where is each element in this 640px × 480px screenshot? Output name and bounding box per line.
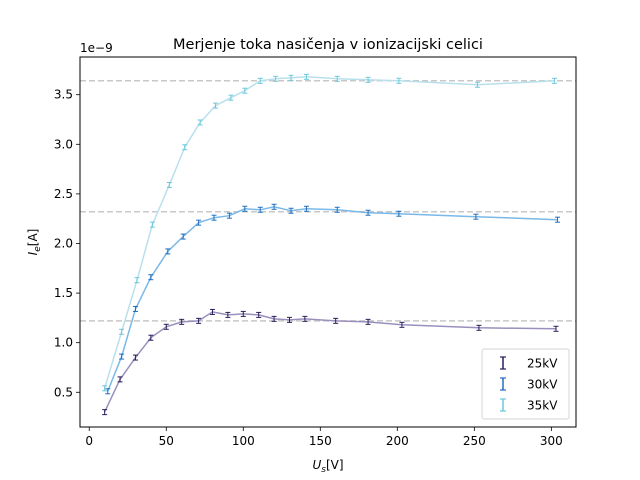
data-point-30kV <box>226 212 232 219</box>
plot-area <box>79 56 577 428</box>
x-tick-label: 200 <box>386 434 409 448</box>
data-point-35kV <box>213 102 219 109</box>
legend-item-30kV: 30kV <box>500 377 558 392</box>
data-point-25kV <box>209 308 215 315</box>
data-point-35kV <box>257 77 263 84</box>
data-point-30kV <box>288 207 294 214</box>
data-point-25kV <box>333 317 339 324</box>
y-tick-label: 3.0 <box>54 137 73 151</box>
series-25kV <box>102 308 559 416</box>
data-point-30kV <box>365 209 371 216</box>
chart-title: Merjenje toka nasičenja v ionizacijski c… <box>173 37 483 53</box>
x-tick-label: 50 <box>159 434 174 448</box>
data-point-25kV <box>179 318 185 325</box>
series-layer <box>102 73 561 416</box>
legend-label: 25kV <box>527 357 558 371</box>
data-point-35kV <box>288 74 294 81</box>
legend-items: 25kV 30kV 35kV <box>500 356 558 413</box>
data-point-25kV <box>196 317 202 324</box>
x-tick-label: 150 <box>309 434 332 448</box>
x-tick-label: 300 <box>540 434 563 448</box>
x-tick-label: 250 <box>463 434 486 448</box>
data-point-30kV <box>473 213 479 220</box>
data-point-30kV <box>257 206 263 213</box>
y-axis: 0.5 1.0 1.5 2.0 2.5 3.0 3.5 <box>54 88 80 399</box>
y-tick-label: 2.0 <box>54 236 73 250</box>
y-tick-label: 0.5 <box>54 385 73 399</box>
data-point-25kV <box>117 376 123 383</box>
data-point-35kV <box>396 77 402 84</box>
data-point-35kV <box>102 385 108 392</box>
data-point-25kV <box>399 321 405 328</box>
legend-item-25kV: 25kV <box>500 356 558 371</box>
data-point-30kV <box>271 203 277 210</box>
data-point-25kV <box>225 311 231 318</box>
data-point-25kV <box>365 318 371 325</box>
data-point-30kV <box>165 248 171 255</box>
plot-frame <box>79 56 577 428</box>
data-point-35kV <box>242 87 248 94</box>
legend-label: 30kV <box>527 378 558 392</box>
data-point-30kV <box>303 205 309 212</box>
data-point-35kV <box>551 77 557 84</box>
data-point-35kV <box>197 119 203 126</box>
data-point-30kV <box>180 233 186 240</box>
data-point-30kV <box>334 206 340 213</box>
data-point-25kV <box>553 325 559 332</box>
data-point-30kV <box>555 216 561 223</box>
data-point-25kV <box>163 323 169 330</box>
y-scale-label: 1e−9 <box>80 41 113 55</box>
data-point-25kV <box>286 316 292 323</box>
data-point-25kV <box>132 354 138 361</box>
data-point-25kV <box>102 409 108 416</box>
data-point-35kV <box>273 75 279 82</box>
data-point-35kV <box>365 76 371 83</box>
x-tick-label: 0 <box>85 434 93 448</box>
series-30kV <box>105 203 561 395</box>
data-point-30kV <box>242 205 248 212</box>
data-point-35kV <box>134 277 140 284</box>
data-point-35kV <box>166 181 172 188</box>
y-tick-label: 1.0 <box>54 336 73 350</box>
data-point-25kV <box>256 311 262 318</box>
data-point-35kV <box>119 328 125 335</box>
x-tick-label: 100 <box>232 434 255 448</box>
data-point-25kV <box>302 315 308 322</box>
data-point-25kV <box>240 310 246 317</box>
data-point-30kV <box>211 214 217 221</box>
x-axis-label: Us[V] <box>312 458 343 475</box>
legend-item-35kV: 35kV <box>500 398 558 413</box>
data-point-30kV <box>105 388 111 395</box>
data-point-30kV <box>119 353 125 360</box>
series-35kV <box>102 73 557 392</box>
legend-label: 35kV <box>527 399 558 413</box>
data-point-30kV <box>132 305 138 312</box>
data-point-30kV <box>196 219 202 226</box>
data-point-35kV <box>228 94 234 101</box>
data-point-30kV <box>148 274 154 281</box>
data-point-25kV <box>271 315 277 322</box>
data-point-25kV <box>476 324 482 331</box>
x-axis: 0 50 100 150 200 250 300 <box>85 427 563 448</box>
data-point-35kV <box>303 73 309 80</box>
data-point-35kV <box>474 81 480 88</box>
data-point-30kV <box>396 210 402 217</box>
y-axis-label: Ie[A] <box>26 229 43 256</box>
legend: 25kV 30kV 35kV <box>481 348 570 420</box>
data-point-35kV <box>334 75 340 82</box>
data-point-25kV <box>148 334 154 341</box>
data-point-35kV <box>149 221 155 228</box>
data-point-35kV <box>182 144 188 151</box>
y-tick-label: 3.5 <box>54 88 73 102</box>
y-tick-label: 1.5 <box>54 286 73 300</box>
y-tick-label: 2.5 <box>54 187 73 201</box>
